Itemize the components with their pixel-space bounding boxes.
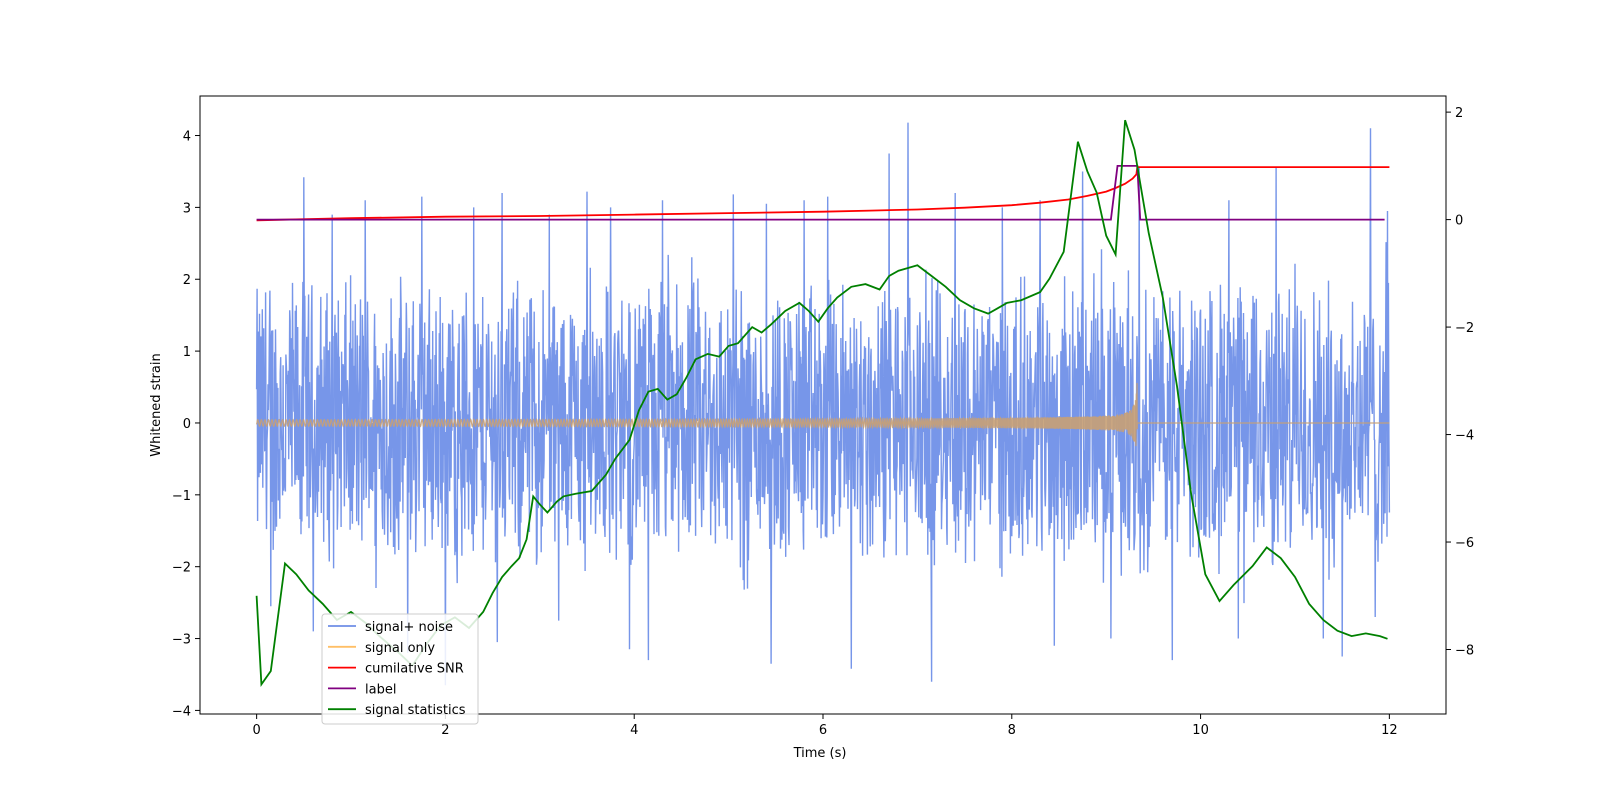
legend-label: signal statistics	[365, 703, 466, 718]
y-axis-left: −4 −3 −2 −1 0 1 2 3 4	[172, 130, 200, 719]
y2-tick-label: −6	[1455, 536, 1474, 551]
legend-box	[321, 613, 479, 725]
series-cumulative-snr	[256, 166, 1390, 222]
legend-label: cumilative SNR	[365, 662, 464, 677]
y2-tick-label: −8	[1455, 644, 1474, 659]
y-tick-label: 0	[183, 417, 191, 432]
y-tick-label: 1	[183, 345, 191, 360]
y-axis-right: −8 −6 −4 −2 0 2	[1446, 106, 1474, 659]
legend-label: signal only	[365, 641, 435, 656]
y-tick-label: 2	[183, 273, 191, 288]
y-tick-label: −2	[172, 561, 191, 576]
y2-tick-label: 0	[1455, 214, 1463, 229]
y2-tick-label: 2	[1455, 106, 1463, 121]
x-tick-label: 8	[1008, 723, 1016, 738]
y-tick-label: 4	[183, 130, 191, 145]
x-tick-label: 0	[252, 723, 260, 738]
series-signal-only	[256, 382, 1390, 447]
y-tick-label: −4	[172, 704, 191, 719]
y2-tick-label: −4	[1455, 429, 1474, 444]
y-axis-label: Whitened strain	[149, 353, 164, 456]
x-axis-label: Time (s)	[793, 746, 847, 761]
legend-label: signal+ noise	[365, 620, 453, 635]
x-tick-label: 6	[819, 723, 827, 738]
y-tick-label: 3	[183, 201, 191, 216]
series-label	[256, 165, 1385, 221]
x-tick-label: 10	[1192, 723, 1209, 738]
legend: signal+ noise signal only cumilative SNR la…	[321, 613, 479, 725]
y-tick-label: −1	[172, 489, 191, 504]
x-tick-label: 12	[1381, 723, 1398, 738]
x-tick-label: 2	[441, 723, 449, 738]
x-tick-label: 4	[630, 723, 638, 738]
y-tick-label: −3	[172, 633, 191, 648]
y2-tick-label: −2	[1455, 321, 1474, 336]
legend-label: label	[365, 682, 396, 697]
